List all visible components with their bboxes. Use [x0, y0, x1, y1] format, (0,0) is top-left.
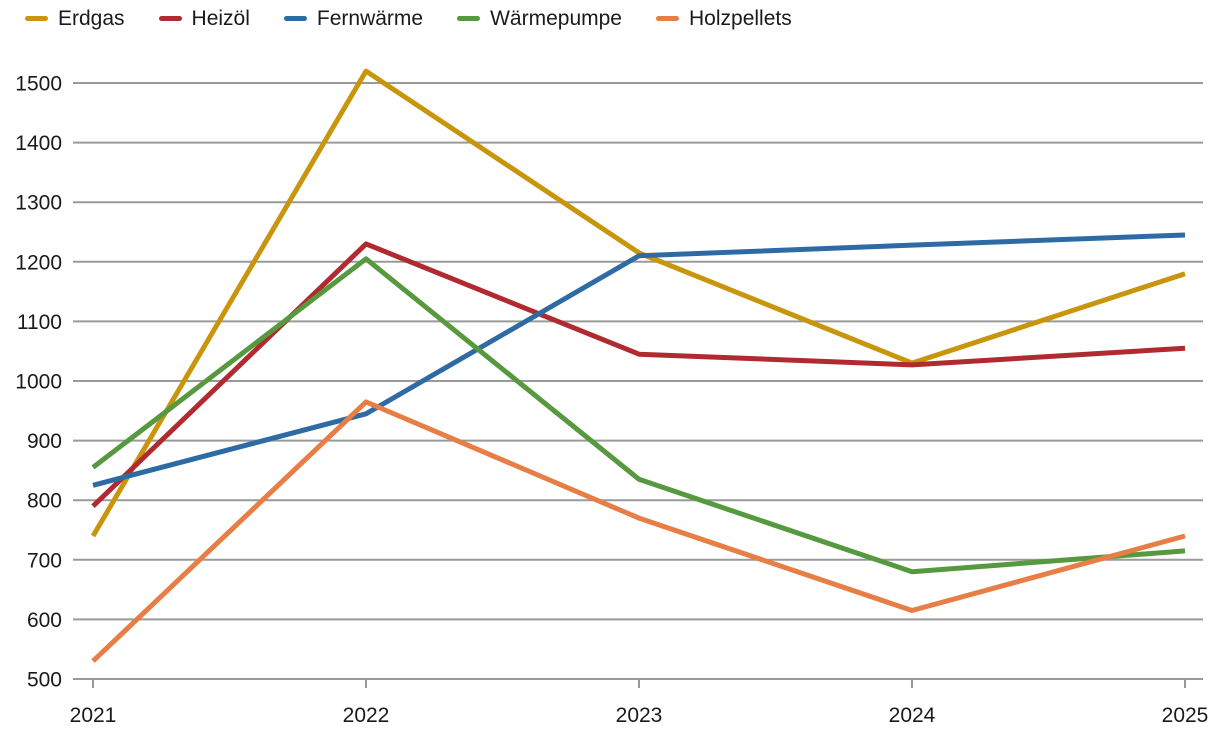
- series-line-holzpellets: [91, 399, 1186, 663]
- x-tick-label: 2024: [889, 704, 936, 727]
- legend-label: Heizöl: [191, 7, 250, 30]
- legend-label: Holzpellets: [689, 7, 792, 30]
- legend-item-erdgas: Erdgas: [25, 8, 125, 29]
- x-tick-label: 2025: [1162, 704, 1209, 727]
- legend-label: Wärmepumpe: [490, 7, 622, 30]
- y-tick-label: 1100: [17, 311, 62, 334]
- y-tick-label: 700: [27, 549, 62, 572]
- legend-swatch-icon: [158, 16, 182, 21]
- legend-item-holzpellets: Holzpellets: [656, 8, 792, 29]
- series-line-fernw-rme: [92, 232, 1186, 488]
- series-line-heiz-l: [91, 241, 1186, 509]
- chart-legend: Erdgas Heizöl Fernwärme Wärmepumpe Holzpelle…: [25, 8, 792, 29]
- legend-label: Fernwärme: [316, 7, 424, 30]
- series-line-erdgas: [90, 68, 1186, 538]
- y-tick-label: 1500: [15, 73, 62, 96]
- y-tick-label: 1400: [15, 132, 62, 155]
- y-tick-label: 1300: [15, 192, 62, 215]
- y-tick-label: 800: [27, 490, 62, 513]
- legend-swatch-icon: [656, 16, 679, 21]
- y-tick-label: 500: [27, 669, 62, 692]
- legend-label: Erdgas: [58, 7, 125, 30]
- y-tick-label: 900: [27, 430, 62, 453]
- y-tick-label: 1200: [15, 251, 62, 274]
- series-line-w-rmepumpe: [91, 256, 1186, 575]
- y-tick-label: 600: [27, 609, 62, 632]
- legend-item-w-rmepumpe: Wärmepumpe: [457, 8, 622, 29]
- legend-swatch-icon: [25, 16, 48, 21]
- x-tick-label: 2021: [70, 704, 117, 727]
- x-tick-label: 2022: [343, 704, 390, 727]
- x-tick-label: 2023: [616, 704, 663, 727]
- legend-swatch-icon: [457, 16, 481, 21]
- legend-item-heiz-l: Heizöl: [158, 7, 250, 30]
- legend-item-fernw-rme: Fernwärme: [283, 7, 424, 30]
- legend-swatch-icon: [283, 16, 307, 21]
- y-tick-label: 1000: [15, 371, 62, 394]
